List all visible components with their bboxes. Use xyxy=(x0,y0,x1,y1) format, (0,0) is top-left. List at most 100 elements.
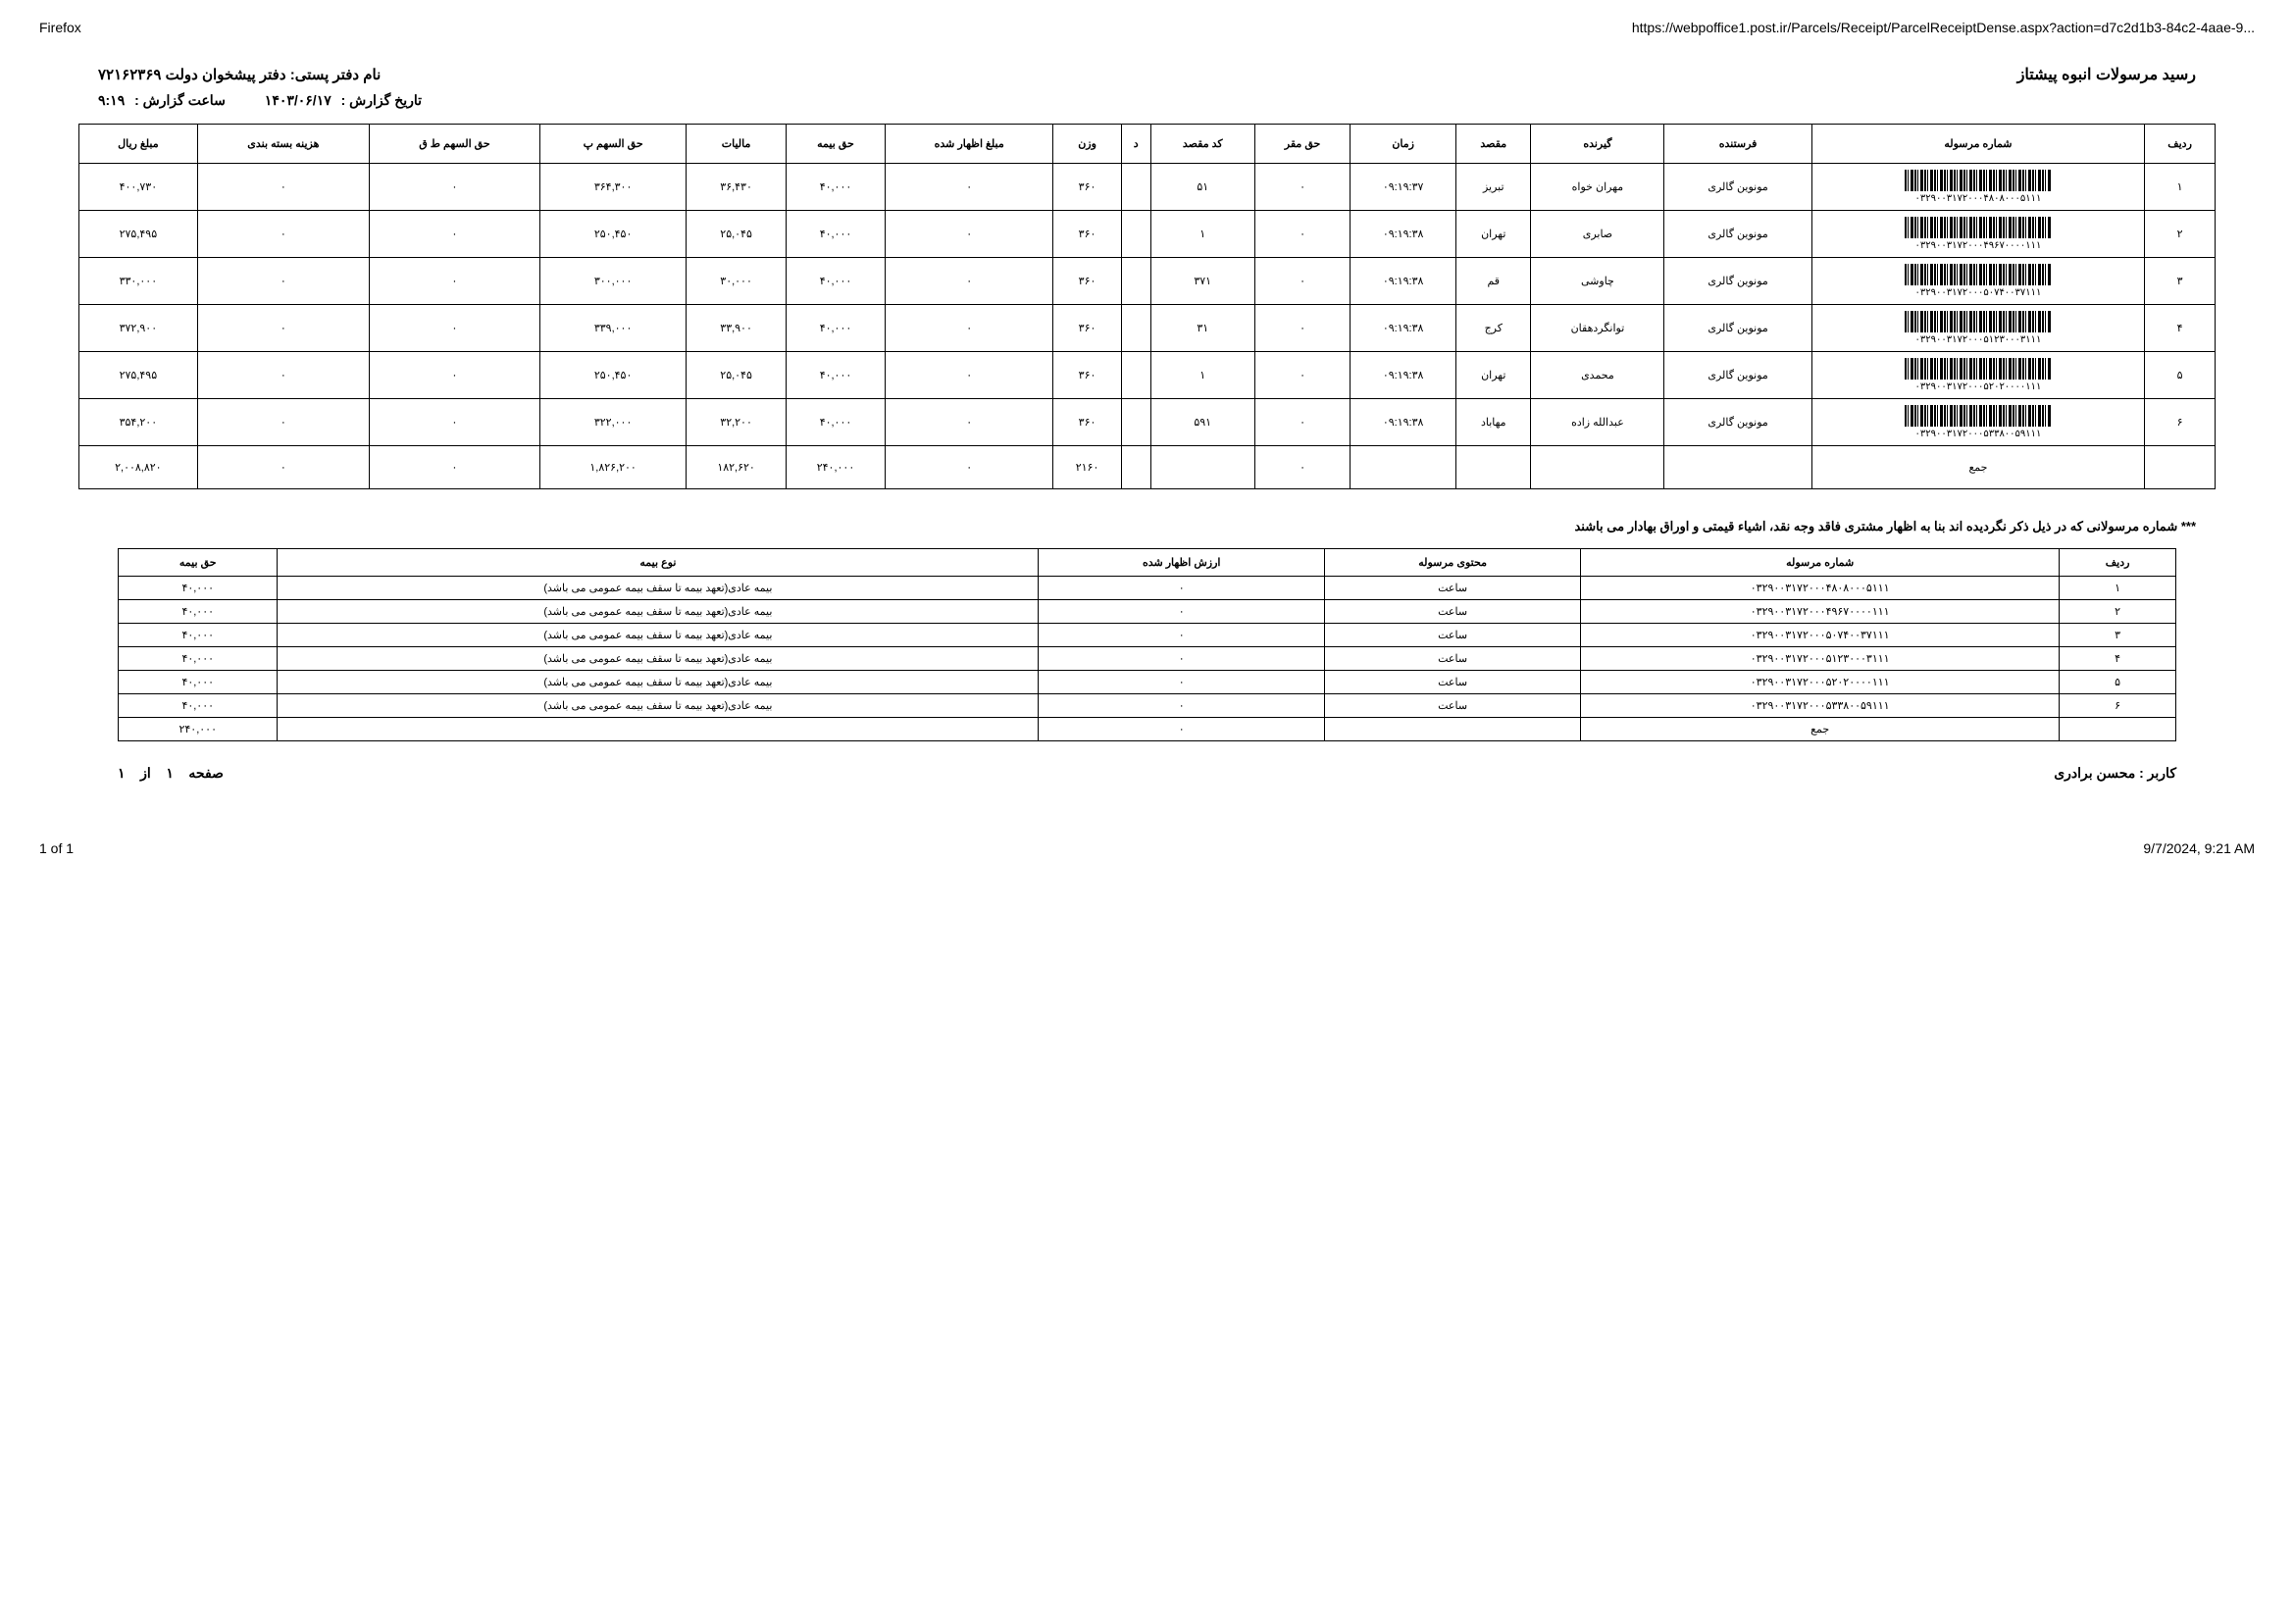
sum-cell: ۱,۸۲۶,۲۰۰ xyxy=(539,446,687,489)
page-footer-left: 1 of 1 xyxy=(39,840,74,856)
col-header: شماره مرسوله xyxy=(1581,549,2060,577)
cell: ۳۰۰,۰۰۰ xyxy=(539,258,687,305)
cell: ۰ xyxy=(886,258,1053,305)
cell: ۱ xyxy=(1150,352,1254,399)
barcode-icon xyxy=(1905,311,2052,332)
barcode-icon xyxy=(1905,358,2052,380)
cell: ۰۳۲۹۰۰۳۱۷۲۰۰۰۴۸۰۸۰۰۰۵۱۱۱ xyxy=(1811,164,2144,211)
sum-cell xyxy=(2145,446,2216,489)
cell: مونوین گالری xyxy=(1664,399,1811,446)
sum-cell xyxy=(1351,446,1456,489)
cell: ۴۰,۰۰۰ xyxy=(786,258,885,305)
cell: ۲ xyxy=(2145,211,2216,258)
cell: ساعت xyxy=(1325,671,1581,694)
cell: تبریز xyxy=(1456,164,1531,211)
col-header: شماره مرسوله xyxy=(1811,125,2144,164)
sum-cell: ۰ xyxy=(1039,718,1325,741)
barcode-icon xyxy=(1905,170,2052,191)
cell: ۰ xyxy=(886,352,1053,399)
cell: ۲۵۰,۴۵۰ xyxy=(539,352,687,399)
sum-cell: ۲۴۰,۰۰۰ xyxy=(119,718,278,741)
cell xyxy=(1121,305,1150,352)
barcode-number: ۰۳۲۹۰۰۳۱۷۲۰۰۰۵۱۲۳۰۰۰۳۱۱۱ xyxy=(1915,334,2042,345)
cell: ۴۰۰,۷۳۰ xyxy=(79,164,198,211)
cell: ۰۳۲۹۰۰۳۱۷۲۰۰۰۵۱۲۳۰۰۰۳۱۱۱ xyxy=(1581,647,2060,671)
cell: ۳۲,۲۰۰ xyxy=(687,399,786,446)
col-header: وزن xyxy=(1053,125,1122,164)
cell: ۳۶۰ xyxy=(1053,164,1122,211)
cell: ۴ xyxy=(2060,647,2176,671)
cell: ۲۵۰,۴۵۰ xyxy=(539,211,687,258)
sum-cell xyxy=(278,718,1039,741)
cell: مونوین گالری xyxy=(1664,164,1811,211)
col-header: ارزش اظهار شده xyxy=(1039,549,1325,577)
user-info: کاربر : محسن برادری xyxy=(2054,765,2176,782)
cell: ۰ xyxy=(886,305,1053,352)
cell: ۵ xyxy=(2060,671,2176,694)
cell: ۰۳۲۹۰۰۳۱۷۲۰۰۰۵۳۳۸۰۰۵۹۱۱۱ xyxy=(1811,399,2144,446)
office-value: دفتر پیشخوان دولت ۷۲۱۶۲۳۶۹ xyxy=(98,67,286,83)
cell: بیمه عادی(تعهد بیمه تا سقف بیمه عمومی می… xyxy=(278,600,1039,624)
report-date: تاریخ گزارش : ۱۴۰۳/۰۶/۱۷ xyxy=(265,92,422,109)
cell: ۰۹:۱۹:۳۸ xyxy=(1351,211,1456,258)
cell: ۳۶۰ xyxy=(1053,211,1122,258)
cell: ۴۰,۰۰۰ xyxy=(786,164,885,211)
datetime-row: تاریخ گزارش : ۱۴۰۳/۰۶/۱۷ ساعت گزارش : ۹:… xyxy=(98,92,2196,109)
cell: ۰ xyxy=(1039,577,1325,600)
barcode-number: ۰۳۲۹۰۰۳۱۷۲۰۰۰۵۳۳۸۰۰۵۹۱۱۱ xyxy=(1915,429,2042,439)
cell: صابری xyxy=(1531,211,1664,258)
cell: ۰ xyxy=(886,399,1053,446)
cell: محمدی xyxy=(1531,352,1664,399)
barcode-number: ۰۳۲۹۰۰۳۱۷۲۰۰۰۵۰۷۴۰۰۳۷۱۱۱ xyxy=(1915,287,2042,298)
cell: ۳۵۴,۲۰۰ xyxy=(79,399,198,446)
cell: ۰۳۲۹۰۰۳۱۷۲۰۰۰۵۰۷۴۰۰۳۷۱۱۱ xyxy=(1811,258,2144,305)
user-value: محسن برادری xyxy=(2054,765,2135,781)
cell: ساعت xyxy=(1325,600,1581,624)
table-row: ۲۰۳۲۹۰۰۳۱۷۲۰۰۰۴۹۶۷۰۰۰۰۱۱۱ساعت۰بیمه عادی(… xyxy=(119,600,2176,624)
cell: ۰ xyxy=(1039,694,1325,718)
sum-row: جمع۰۲۱۶۰۰۲۴۰,۰۰۰۱۸۲,۶۲۰۱,۸۲۶,۲۰۰۰۰۲,۰۰۸,… xyxy=(79,446,2216,489)
cell: ۳۳۹,۰۰۰ xyxy=(539,305,687,352)
cell: ۰ xyxy=(1254,164,1350,211)
table-row: ۵۰۳۲۹۰۰۳۱۷۲۰۰۰۵۲۰۲۰۰۰۰۱۱۱ساعت۰بیمه عادی(… xyxy=(119,671,2176,694)
time-label: ساعت گزارش : xyxy=(134,92,226,108)
cell: ۰ xyxy=(197,352,369,399)
cell: ۴۰,۰۰۰ xyxy=(119,647,278,671)
barcode-icon xyxy=(1905,405,2052,427)
cell: ۰ xyxy=(197,211,369,258)
cell: ۰ xyxy=(1039,600,1325,624)
cell: ۴۰,۰۰۰ xyxy=(786,211,885,258)
cell: ۰ xyxy=(1254,258,1350,305)
sum-cell xyxy=(1531,446,1664,489)
barcode-icon xyxy=(1905,264,2052,285)
report-title: رسید مرسولات انبوه پیشتاز xyxy=(2017,65,2196,84)
cell: ۰۹:۱۹:۳۷ xyxy=(1351,164,1456,211)
cell: ۱ xyxy=(2060,577,2176,600)
cell xyxy=(1121,352,1150,399)
sum-cell xyxy=(1664,446,1811,489)
col-header: هزینه بسته بندی xyxy=(197,125,369,164)
cell: ساعت xyxy=(1325,624,1581,647)
browser-header: Firefox https://webpoffice1.post.ir/Parc… xyxy=(39,20,2255,35)
col-header: فرستنده xyxy=(1664,125,1811,164)
report-header: رسید مرسولات انبوه پیشتاز نام دفتر پستی:… xyxy=(98,65,2196,84)
cell: ۳۱ xyxy=(1150,305,1254,352)
report-time: ساعت گزارش : ۹:۱۹ xyxy=(98,92,226,109)
cell: تهران xyxy=(1456,352,1531,399)
cell: ۴۰,۰۰۰ xyxy=(786,352,885,399)
cell: ساعت xyxy=(1325,694,1581,718)
cell: ۱ xyxy=(2145,164,2216,211)
cell: ۰۹:۱۹:۳۸ xyxy=(1351,258,1456,305)
report-footer: کاربر : محسن برادری صفحه ۱ از ۱ xyxy=(118,765,2176,782)
cell: مونوین گالری xyxy=(1664,305,1811,352)
cell: ۴۰,۰۰۰ xyxy=(119,694,278,718)
insurance-table: ردیفشماره مرسولهمحتوی مرسولهارزش اظهار ش… xyxy=(118,548,2176,741)
sum-cell: ۲۱۶۰ xyxy=(1053,446,1122,489)
cell: مونوین گالری xyxy=(1664,258,1811,305)
office-label: نام دفتر پستی: xyxy=(290,67,382,83)
cell: ۲۵,۰۴۵ xyxy=(687,211,786,258)
barcode-icon xyxy=(1905,217,2052,238)
sum-cell: ۰ xyxy=(886,446,1053,489)
cell: ۵ xyxy=(2145,352,2216,399)
cell: مهران خواه xyxy=(1531,164,1664,211)
